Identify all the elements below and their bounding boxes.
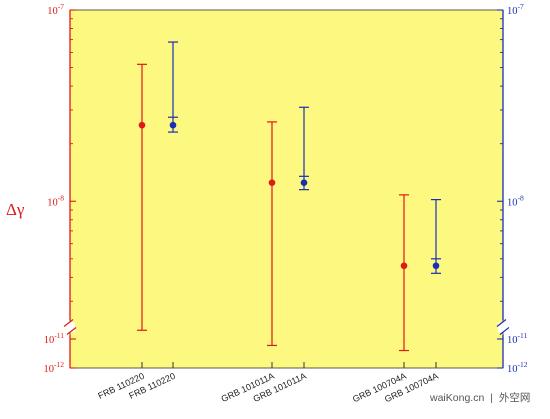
right-tick-label: 10-7 [507,2,524,17]
left-tick-base: 10 [44,335,55,346]
data-series [137,41,441,352]
left-tick-exponent: -11 [54,331,64,340]
watermark: waiKong.cn | 外空网 [429,391,530,404]
right-tick-exponent: -7 [518,2,524,11]
right-tick-base: 10 [507,6,518,17]
series-1 [137,63,409,352]
axis-break-slash [66,327,77,335]
y-axis-label: Δγ [6,200,25,219]
axis-break-marks [63,319,510,335]
data-point [432,262,440,270]
axis-break-slash [496,319,507,327]
left-tick-label: 10-11 [44,331,64,346]
right-tick-exponent: -8 [518,193,524,202]
data-point [169,121,177,129]
data-point [300,179,308,187]
left-tick-exponent: -7 [58,2,64,11]
right-tick-base: 10 [507,335,518,346]
right-tick-label: 10-8 [507,193,524,208]
watermark-separator: | [490,392,493,404]
right-tick-base: 10 [507,364,518,375]
right-tick-base: 10 [507,197,518,208]
data-point [400,262,408,270]
left-tick-base: 10 [47,197,58,208]
right-tick-label: 10-11 [507,331,527,346]
left-tick-label: 10-8 [47,193,64,208]
left-tick-exponent: -8 [58,193,64,202]
axis-break-slash [499,327,510,335]
plot-area [69,9,504,369]
left-tick-base: 10 [44,364,55,375]
series-2 [168,41,441,274]
watermark-name: 外空网 [499,391,531,404]
left-tick-exponent: -12 [54,360,64,369]
left-tick-base: 10 [47,6,58,17]
data-point [138,121,146,129]
axis-break-gap [498,322,508,333]
right-tick-label: 10-12 [507,360,528,375]
data-point [268,179,276,187]
axis-break-slash [63,319,74,327]
axis-break-gap [65,322,75,333]
right-tick-exponent: -12 [518,360,528,369]
right-tick-exponent: -11 [518,331,528,340]
x-axis-ticks [141,362,437,368]
watermark-site: waiKong.cn [429,392,484,404]
left-tick-label: 10-12 [44,360,65,375]
left-tick-label: 10-7 [47,2,64,17]
